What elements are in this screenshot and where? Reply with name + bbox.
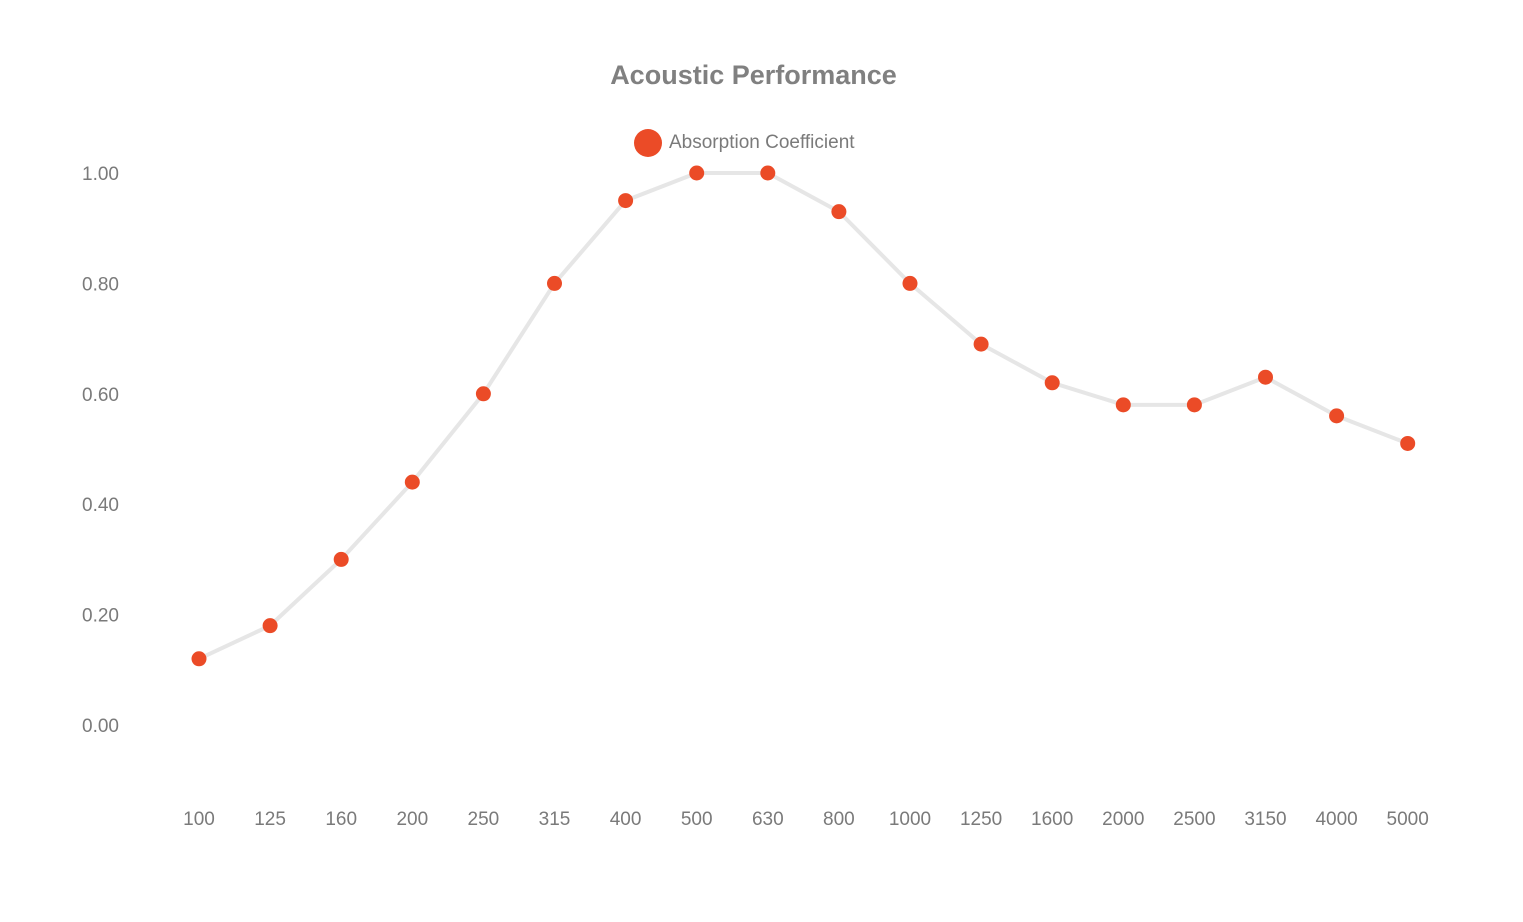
legend-swatch-icon <box>634 129 662 157</box>
data-point[interactable] <box>1186 397 1202 413</box>
x-tick-label: 4000 <box>1315 809 1357 830</box>
x-tick-label: 250 <box>468 809 500 830</box>
data-point[interactable] <box>1115 397 1131 413</box>
data-point[interactable] <box>404 474 420 490</box>
series-points <box>191 165 1416 667</box>
x-tick-label: 200 <box>396 809 428 830</box>
x-tick-label: 1250 <box>960 809 1002 830</box>
data-point[interactable] <box>1258 369 1273 385</box>
x-tick-label: 1000 <box>889 809 931 830</box>
x-tick-label: 5000 <box>1387 809 1429 830</box>
x-axis-labels: 100 125 160 200 250 315 400 500 630 800 1000 1250 16… <box>183 809 1429 830</box>
chart-title: Acoustic Performance <box>610 60 897 90</box>
y-tick-label: 0.80 <box>82 274 119 295</box>
data-point[interactable] <box>1044 375 1060 391</box>
x-tick-label: 100 <box>183 809 215 830</box>
data-point[interactable] <box>1329 408 1345 424</box>
y-tick-label: 1.00 <box>82 164 119 185</box>
data-point[interactable] <box>973 336 989 352</box>
x-tick-label: 3150 <box>1244 809 1286 830</box>
data-point[interactable] <box>831 204 847 220</box>
data-point[interactable] <box>333 551 349 567</box>
x-tick-label: 400 <box>610 809 642 830</box>
data-point[interactable] <box>760 165 776 181</box>
legend[interactable]: Absorption Coefficient <box>634 128 855 158</box>
x-tick-label: 630 <box>752 809 784 830</box>
legend-label: Absorption Coefficient <box>669 132 855 153</box>
y-tick-label: 0.00 <box>82 716 119 737</box>
data-point[interactable] <box>475 386 491 402</box>
x-tick-label: 160 <box>325 809 357 830</box>
series-line <box>198 171 1409 661</box>
data-point[interactable] <box>262 618 278 634</box>
x-tick-label: 125 <box>254 809 286 830</box>
x-tick-label: 315 <box>539 809 571 830</box>
y-axis-labels: 0.00 0.20 0.40 0.60 0.80 1.00 <box>82 164 119 737</box>
data-point[interactable] <box>191 651 207 667</box>
x-tick-label: 2000 <box>1102 809 1144 830</box>
data-point[interactable] <box>1400 435 1416 451</box>
series-lines <box>198 171 1409 661</box>
data-point[interactable] <box>902 275 918 291</box>
data-point[interactable] <box>689 165 705 181</box>
y-tick-label: 0.20 <box>82 606 119 627</box>
x-tick-label: 2500 <box>1173 809 1215 830</box>
y-tick-label: 0.60 <box>82 385 119 406</box>
x-tick-label: 800 <box>823 809 855 830</box>
y-tick-label: 0.40 <box>82 495 119 516</box>
x-tick-label: 1600 <box>1031 809 1073 830</box>
x-tick-label: 500 <box>681 809 713 830</box>
data-point[interactable] <box>547 275 562 291</box>
data-point[interactable] <box>618 193 634 209</box>
